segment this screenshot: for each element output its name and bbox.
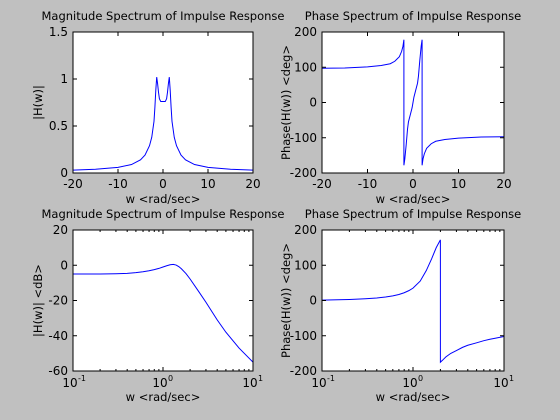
- y-tick-label: 200: [294, 25, 317, 39]
- series-line-1: [73, 77, 253, 171]
- y-tick-label: -60: [48, 364, 68, 378]
- x-tick-label: 0: [409, 177, 417, 191]
- y-tick-label: 20: [53, 223, 68, 237]
- x-axis-label: w <rad/sec>: [376, 192, 451, 206]
- y-tick-label: 100: [294, 258, 317, 272]
- y-tick-label: 0: [60, 166, 68, 180]
- x-axis-label: w <rad/sec>: [126, 390, 201, 404]
- subplot-1: -20 -10 0 10 20 0 0.5 1 1.5 Magnitude Spectrum of…: [31, 9, 285, 206]
- y-axis-label: Phase(H(w)) <deg>: [279, 243, 293, 358]
- y-tick-label: 0: [309, 96, 317, 110]
- x-tick-label: -20: [312, 177, 332, 191]
- y-tick-label: 100: [294, 60, 317, 74]
- y-tick-label: 0: [309, 294, 317, 308]
- series-line-1: [322, 39, 504, 166]
- x-tick-label-exponent: 0: [418, 374, 423, 383]
- y-tick-label: 1: [60, 72, 68, 86]
- plot-area: [322, 230, 504, 371]
- chart-title: Magnitude Spectrum of Impulse Response: [41, 9, 284, 23]
- x-tick-label: 10: [242, 376, 257, 390]
- x-tick-label: -10: [358, 177, 378, 191]
- y-tick-label: 0.5: [49, 119, 68, 133]
- chart-title: Phase Spectrum of Impulse Response: [305, 9, 521, 23]
- plot-area: [73, 32, 253, 173]
- x-tick-label-exponent: 1: [509, 374, 514, 383]
- y-tick-label: -200: [290, 166, 317, 180]
- x-tick-label-exponent: -1: [78, 374, 86, 383]
- y-tick-label: -40: [48, 329, 68, 343]
- x-tick-label: 10: [152, 376, 167, 390]
- y-tick-label: -100: [290, 131, 317, 145]
- y-tick-label: 200: [294, 223, 317, 237]
- x-tick-label: -20: [63, 177, 83, 191]
- series-line-1: [73, 263, 253, 363]
- x-tick-label-exponent: 0: [168, 374, 173, 383]
- y-tick-label: -200: [290, 364, 317, 378]
- x-tick-label: 10: [311, 376, 326, 390]
- x-tick-label: 10: [451, 177, 466, 191]
- plot-area: [73, 230, 253, 371]
- series-line-1: [322, 239, 504, 364]
- x-tick-label-exponent: -1: [327, 374, 335, 383]
- x-tick-label: 10: [402, 376, 417, 390]
- x-tick-label-exponent: 1: [258, 374, 263, 383]
- chart-title: Magnitude Spectrum of Impulse Response: [41, 207, 284, 221]
- x-tick-label: -10: [108, 177, 128, 191]
- x-axis-label: w <rad/sec>: [126, 192, 201, 206]
- y-axis-label: |H(w)|: [31, 85, 45, 120]
- x-tick-label: 0: [159, 177, 167, 191]
- y-tick-label: -20: [48, 294, 68, 308]
- x-tick-label: 10: [62, 376, 77, 390]
- x-tick-label: 10: [200, 177, 215, 191]
- y-tick-label: -100: [290, 329, 317, 343]
- y-tick-label: 1.5: [49, 25, 68, 39]
- x-tick-label: 20: [245, 177, 260, 191]
- x-tick-label: 20: [496, 177, 511, 191]
- x-axis-label: w <rad/sec>: [376, 390, 451, 404]
- y-axis-label: |H(w)| <dB>: [31, 264, 45, 337]
- chart-title: Phase Spectrum of Impulse Response: [305, 207, 521, 221]
- x-tick-label: 10: [493, 376, 508, 390]
- y-tick-label: 0: [60, 258, 68, 272]
- y-axis-label: Phase(H(w)) <deg>: [279, 45, 293, 160]
